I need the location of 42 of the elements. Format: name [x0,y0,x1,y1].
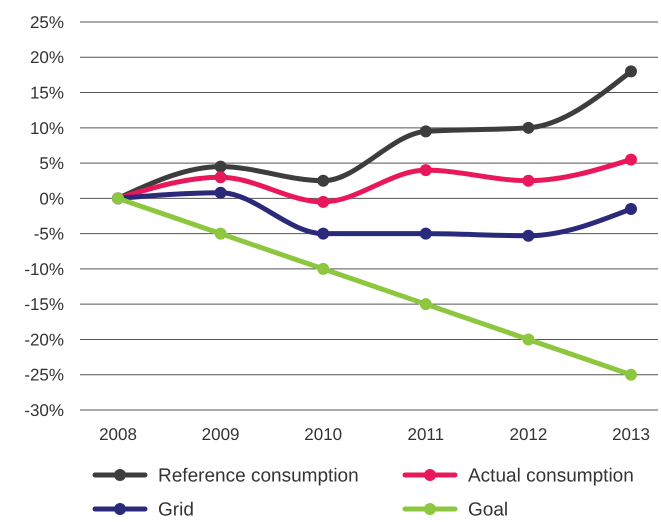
point [317,262,330,275]
point [522,122,534,134]
point [214,171,227,184]
x-tick-label: 2013 [612,425,650,444]
legend-label: Goal [468,500,508,521]
point [625,65,637,78]
x-tick-label: 2008 [99,425,137,444]
point [522,174,534,187]
point [214,228,227,240]
point [317,228,330,240]
y-tick-label: -15% [24,295,64,314]
point [522,333,534,346]
x-tick-label: 2011 [408,425,444,444]
y-tick-label: -20% [24,330,64,350]
point [214,186,227,199]
point [317,174,330,187]
point [420,228,432,240]
x-tick-label: 2010 [304,425,342,444]
y-tick-label: -25% [24,366,64,385]
x-tick-label: 2012 [509,425,548,444]
point [625,154,637,166]
y-tick-label: 10% [30,118,64,138]
legend-label: Reference consumption [158,466,359,487]
point [522,230,534,242]
y-tick-label: -30% [24,400,64,420]
y-tick-label: 20% [30,48,64,68]
point [420,298,432,310]
legend-label: Grid [158,500,194,521]
point [214,160,227,173]
y-tick-label: -10% [24,260,64,279]
legend-label: Actual consumption [468,466,634,487]
point [317,196,330,208]
y-tick-label: -5% [34,224,64,244]
point [625,368,637,381]
point [420,125,432,138]
y-tick-label: 5% [39,154,64,174]
y-tick-label: 0% [39,189,64,208]
y-tick-label: 25% [30,12,64,32]
x-tick-label: 2009 [202,425,240,444]
y-tick-label: 15% [30,83,64,102]
point [420,164,432,176]
point [625,202,637,215]
